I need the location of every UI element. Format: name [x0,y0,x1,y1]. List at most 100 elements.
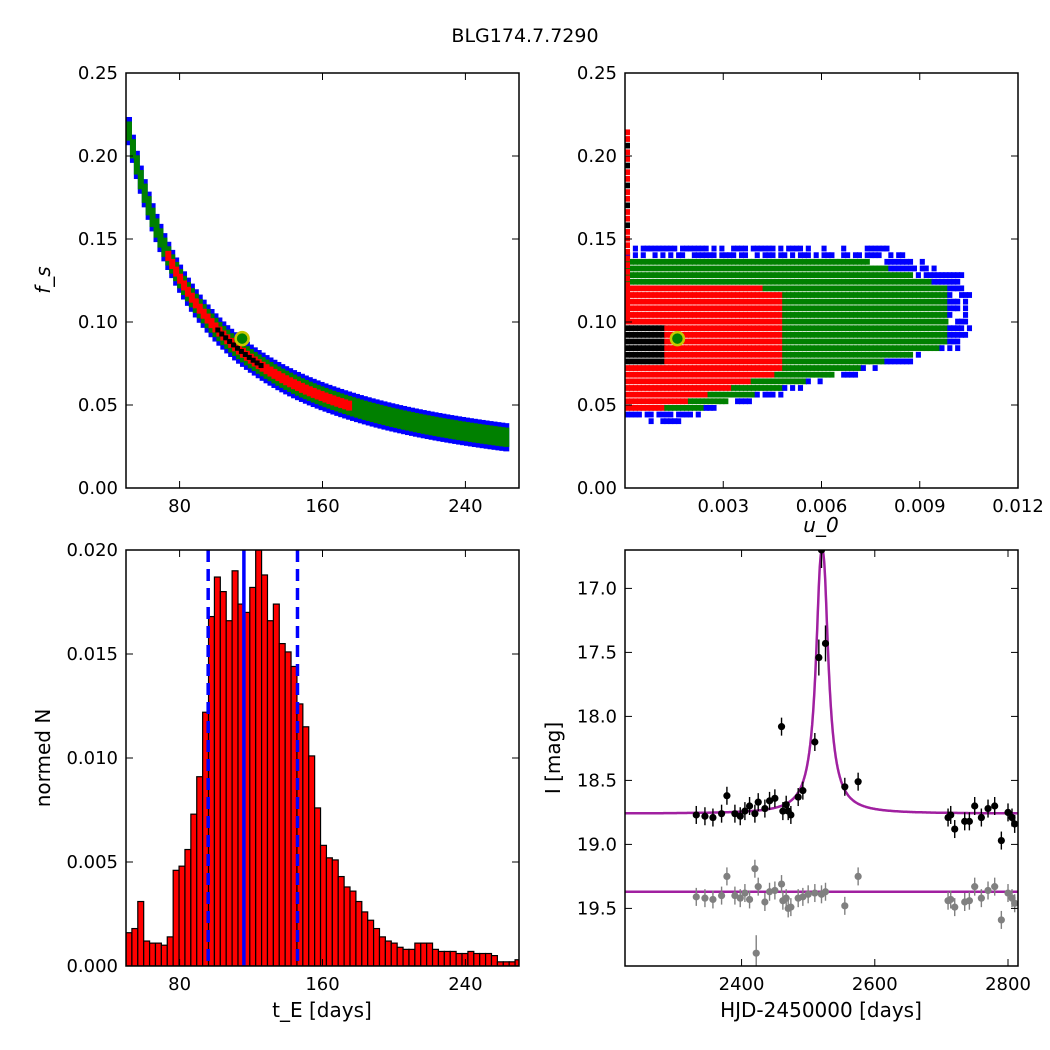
cloud-mid [715,278,721,285]
cloud-inner [727,285,733,292]
cloud-mid [919,345,925,352]
cloud-mid [888,292,894,298]
cloud-mid [849,258,855,265]
cloud-mid [872,305,878,312]
cloud-mid [766,385,772,391]
y-tick-label: 0.010 [66,748,118,769]
cloud-outer [864,252,870,259]
cloud-mid [801,265,807,272]
cloud-inner [683,325,690,332]
cloud-mid [841,365,847,371]
cloud-outer [904,258,910,265]
cloud-inner [774,331,780,338]
cloud-outer [676,411,682,418]
cloud-mid [852,325,859,332]
cloud-inner [668,298,674,305]
cloud-mid [790,292,796,298]
cloud-inner [668,285,674,292]
cloud-inner [703,391,709,398]
cloud-inner [680,351,686,358]
cloud-inner [715,331,721,338]
cloud-mid [856,351,862,358]
cloud-mid [900,312,906,318]
cloud-outer [959,318,965,325]
cloud-mid [841,345,847,352]
cloud-inner [778,365,784,371]
cloud-mid [628,258,635,265]
histogram-bar [166,936,174,966]
cloud-mid [668,278,674,285]
cloud-mid [797,378,804,385]
cloud-outer [884,245,890,252]
cloud-mid [911,305,917,312]
cloud-mid [829,305,835,312]
cloud-outer [707,252,713,259]
histogram-bar [302,726,310,966]
cloud-mid [852,338,859,345]
cloud-mid [754,278,760,285]
cloud-outer [660,411,666,418]
cloud-mid [911,338,917,345]
cloud-mid [782,298,788,305]
band-mid [353,398,360,418]
cloud-inner [699,371,705,378]
cloud-outer [947,278,953,285]
cloud-edge [625,175,630,182]
cloud-inner [731,345,737,352]
residual-point [761,898,769,906]
cloud-mid [668,405,674,411]
cloud-inner [703,318,709,325]
cloud-inner [723,345,729,352]
cloud-mid [880,331,886,338]
cloud-mid [742,278,749,285]
histogram-bar [213,576,221,966]
cloud-inner [711,371,717,378]
cloud-mid [735,258,741,265]
cloud-outer [625,411,631,418]
cloud-mid [849,318,855,325]
cloud-mid [907,318,914,325]
cloud-inner [680,398,686,405]
cloud-mid [727,272,733,278]
cloud-inner [683,285,690,292]
cloud-inner [766,351,772,358]
cloud-mid [809,292,815,298]
cloud-outer [738,252,745,259]
cloud-mid [868,272,874,278]
cloud-outer [648,418,654,425]
cloud-mid [797,272,804,278]
cloud-outer [966,292,973,298]
cloud-inner [715,371,721,378]
cloud-mid [849,292,855,298]
cloud-mid [758,278,764,285]
cloud-inner [683,298,690,305]
cloud-mid [872,272,878,278]
cloud-mid [813,265,819,272]
cloud-mid [738,391,745,398]
cloud-inner [770,371,776,378]
cloud-outer [636,411,642,418]
cloud-mid [825,272,831,278]
cloud-mid [805,305,811,312]
histogram-bar [527,962,533,966]
cloud-outer [680,411,686,418]
histogram-bar [137,900,145,966]
cloud-mid [695,405,701,411]
cloud-mid [770,278,776,285]
cloud-mid [896,325,902,332]
cloud-inner [731,378,737,385]
cloud-inner [723,371,729,378]
cloud-mid [813,331,819,338]
cloud-inner [766,318,772,325]
cloud-mid [790,278,796,285]
cloud-outer [959,331,965,338]
cloud-mid [892,285,898,292]
cloud-inner [762,351,768,358]
cloud-inner [676,292,682,298]
data-point [854,778,862,786]
cloud-mid [683,265,690,272]
cloud-inner [754,365,760,371]
band-core [227,338,233,344]
cloud-mid [915,305,921,312]
cloud-mid [856,305,862,312]
